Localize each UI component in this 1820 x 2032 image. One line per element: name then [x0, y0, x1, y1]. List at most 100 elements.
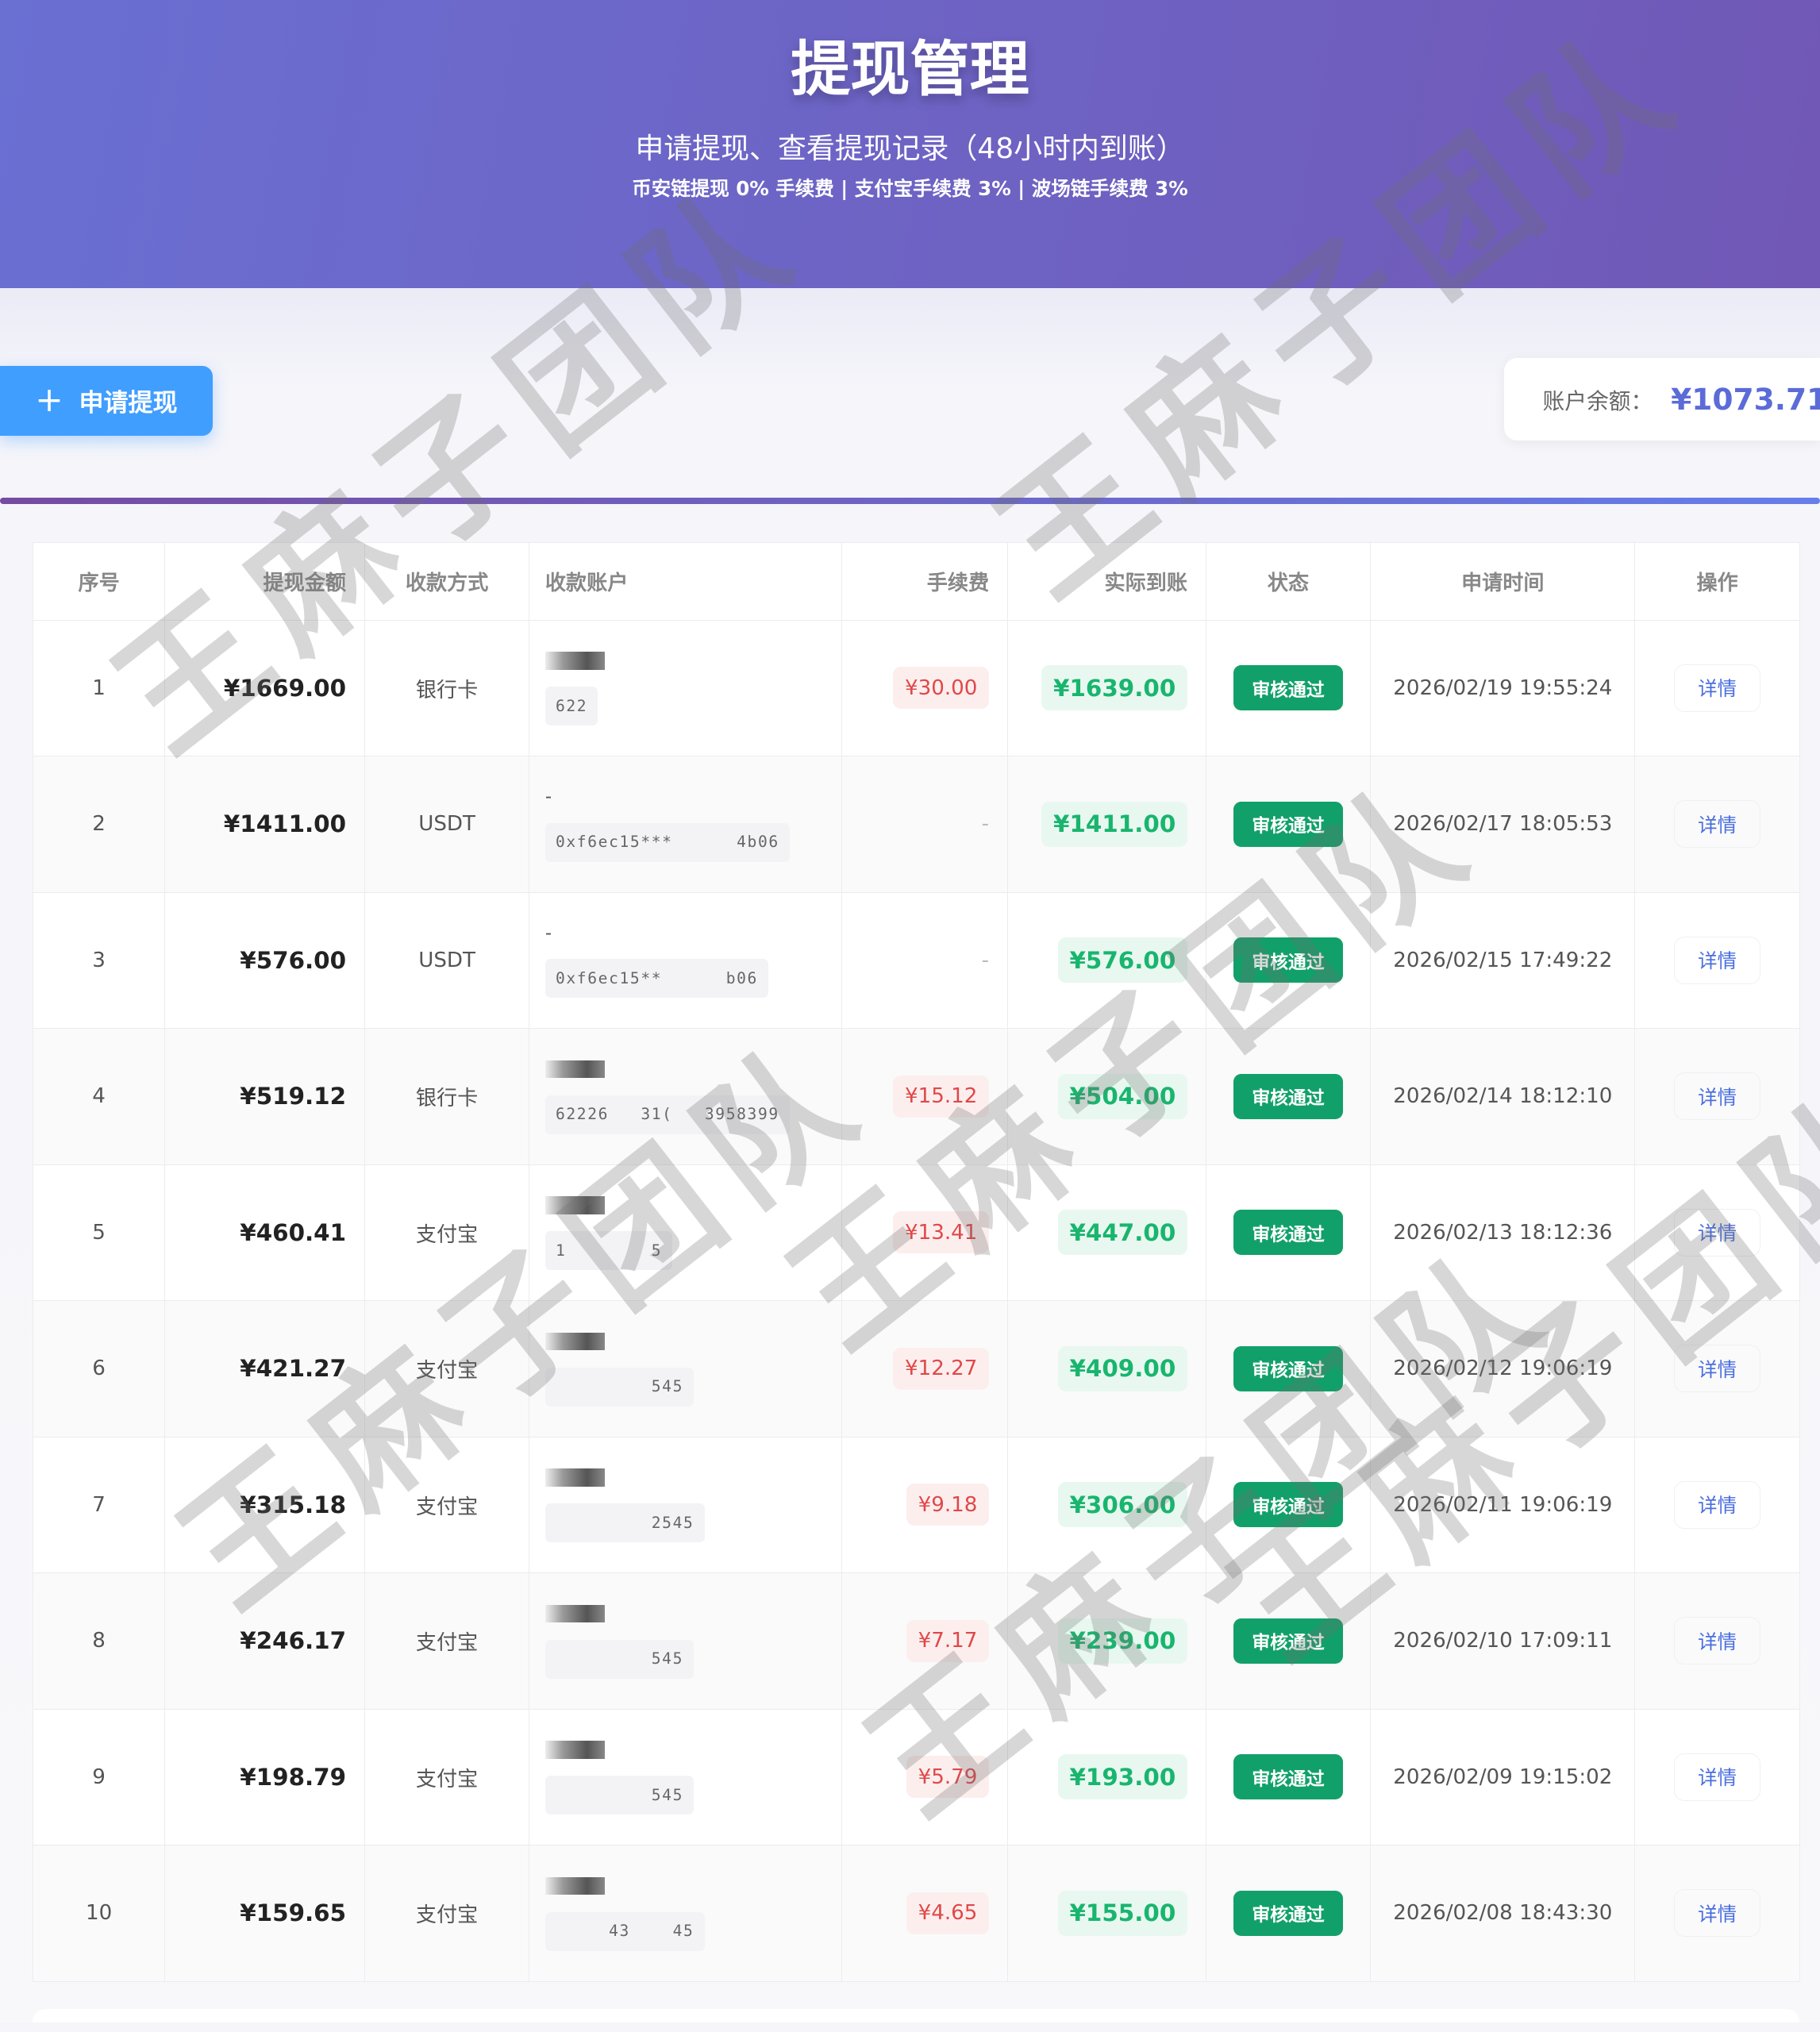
withdraw-amount: ¥460.41 [164, 1164, 365, 1302]
table-row: 4 ¥519.12 银行卡 62226 31( 3958399 ¥15.12 ¥… [32, 1028, 1800, 1165]
payment-method: 支付宝 [364, 1845, 530, 1982]
apply-time: 2026/02/11 19:06:19 [1370, 1436, 1636, 1574]
account-name: - [544, 922, 552, 944]
status-cell: 审核通过 [1205, 1436, 1372, 1574]
detail-link[interactable]: 详情 [1673, 1617, 1761, 1665]
status-cell: 审核通过 [1205, 619, 1372, 757]
apply-time: 2026/02/10 17:09:11 [1370, 1572, 1636, 1710]
balance-card: 账户余额： ¥1073.71 [1503, 357, 1820, 441]
actual-amount: ¥1639.00 [1041, 665, 1187, 711]
detail-link[interactable]: 详情 [1673, 936, 1761, 984]
account-cell: 545 [529, 1572, 842, 1710]
apply-withdraw-button[interactable]: + 申请提现 [0, 365, 213, 436]
withdraw-amount: ¥519.12 [164, 1028, 365, 1165]
apply-time: 2026/02/17 18:05:53 [1370, 756, 1636, 893]
fee-value: ¥9.18 [906, 1484, 990, 1526]
detail-link[interactable]: 详情 [1673, 664, 1761, 712]
status-cell: 审核通过 [1205, 1708, 1372, 1846]
op-cell: 详情 [1634, 1572, 1800, 1710]
row-index: 4 [32, 1028, 166, 1165]
account-name-masked [544, 1332, 606, 1351]
payment-method: 支付宝 [364, 1164, 530, 1302]
actual-cell: ¥193.00 [1006, 1708, 1206, 1846]
actual-cell: ¥155.00 [1006, 1845, 1206, 1982]
detail-link[interactable]: 详情 [1673, 1208, 1761, 1257]
op-cell: 详情 [1634, 1845, 1800, 1982]
detail-link[interactable]: 详情 [1673, 1889, 1761, 1938]
column-header: 申请时间 [1370, 541, 1636, 621]
column-header: 实际到账 [1006, 541, 1206, 621]
detail-link[interactable]: 详情 [1673, 1345, 1761, 1393]
status-badge: 审核通过 [1233, 1890, 1343, 1936]
bottom-card [32, 2009, 1799, 2022]
fee-cell: ¥4.65 [841, 1845, 1008, 1982]
fee-value: ¥12.27 [893, 1347, 990, 1390]
account-name-masked [544, 1741, 606, 1759]
account-number: 62226 31( 3958399 [544, 1095, 790, 1134]
status-cell: 审核通过 [1205, 1164, 1372, 1302]
status-cell: 审核通过 [1205, 1845, 1372, 1982]
fee-value: ¥15.12 [893, 1075, 990, 1118]
table-row: 8 ¥246.17 支付宝 545 ¥7.17 ¥239.00 审核通过 202… [32, 1572, 1800, 1710]
apply-time: 2026/02/09 19:15:02 [1370, 1708, 1636, 1846]
apply-time: 2026/02/08 18:43:30 [1370, 1845, 1636, 1982]
apply-time: 2026/02/14 18:12:10 [1370, 1028, 1636, 1165]
op-cell: 详情 [1634, 891, 1800, 1029]
table-header-row: 序号 提现金额 收款方式 收款账户 手续费 实际到账 状态 申请时间 操作 [32, 541, 1800, 621]
actual-cell: ¥1411.00 [1006, 756, 1206, 893]
column-header: 序号 [32, 541, 166, 621]
withdraw-amount: ¥159.65 [164, 1845, 365, 1982]
account-cell: 2545 [529, 1436, 842, 1574]
account-name-masked [544, 1196, 606, 1214]
account-cell: 545 [529, 1300, 842, 1437]
actual-cell: ¥306.00 [1006, 1436, 1206, 1574]
withdraw-amount: ¥1669.00 [164, 619, 365, 757]
detail-link[interactable]: 详情 [1673, 1072, 1761, 1121]
payment-method: 支付宝 [364, 1300, 530, 1437]
status-cell: 审核通过 [1205, 1572, 1372, 1710]
balance-label: 账户余额： [1542, 388, 1653, 414]
account-number: 545 [544, 1367, 695, 1407]
fee-cell: ¥9.18 [841, 1436, 1008, 1574]
actual-cell: ¥447.00 [1006, 1164, 1206, 1302]
account-name-masked [544, 1468, 606, 1487]
detail-link[interactable]: 详情 [1673, 1753, 1761, 1801]
payment-method: 支付宝 [364, 1436, 530, 1574]
status-cell: 审核通过 [1205, 891, 1372, 1029]
account-number: 2545 [544, 1503, 705, 1543]
apply-time: 2026/02/15 17:49:22 [1370, 891, 1636, 1029]
account-number: 0xf6ec15*** 4b06 [544, 822, 790, 862]
account-name-masked [544, 1604, 606, 1623]
op-cell: 详情 [1634, 1436, 1800, 1574]
status-badge: 审核通过 [1233, 937, 1343, 983]
detail-link[interactable]: 详情 [1673, 800, 1761, 849]
account-cell: 43 45 [529, 1845, 842, 1982]
plus-icon: + [35, 381, 63, 421]
actual-amount: ¥576.00 [1057, 937, 1187, 983]
actual-amount: ¥155.00 [1057, 1890, 1187, 1936]
column-header: 手续费 [841, 541, 1008, 621]
detail-link[interactable]: 详情 [1673, 1480, 1761, 1529]
actual-cell: ¥1639.00 [1006, 619, 1206, 757]
table-row: 7 ¥315.18 支付宝 2545 ¥9.18 ¥306.00 审核通过 20… [32, 1436, 1800, 1574]
column-header: 状态 [1205, 541, 1372, 621]
actual-amount: ¥239.00 [1057, 1618, 1187, 1664]
table-row: 3 ¥576.00 USDT - 0xf6ec15** b06 - ¥576.00… [32, 891, 1800, 1029]
row-index: 1 [32, 619, 166, 757]
op-cell: 详情 [1634, 1708, 1800, 1846]
withdraw-table: 序号 提现金额 收款方式 收款账户 手续费 实际到账 状态 申请时间 操作 1 ¥1669.00… [32, 541, 1800, 1982]
status-badge: 审核通过 [1233, 1618, 1343, 1664]
withdraw-amount: ¥315.18 [164, 1436, 365, 1574]
payment-method: 支付宝 [364, 1572, 530, 1710]
account-cell: 545 [529, 1708, 842, 1846]
account-cell: 622 [529, 619, 842, 757]
account-cell: 62226 31( 3958399 [529, 1028, 842, 1165]
status-cell: 审核通过 [1205, 756, 1372, 893]
account-name-masked [544, 1876, 606, 1895]
table-row: 10 ¥159.65 支付宝 43 45 ¥4.65 ¥155.00 审核通过 … [32, 1845, 1800, 1982]
payment-method: USDT [364, 756, 530, 893]
withdraw-amount: ¥198.79 [164, 1708, 365, 1846]
account-name-masked [544, 652, 606, 671]
op-cell: 详情 [1634, 1028, 1800, 1165]
fee-cell: ¥7.17 [841, 1572, 1008, 1710]
